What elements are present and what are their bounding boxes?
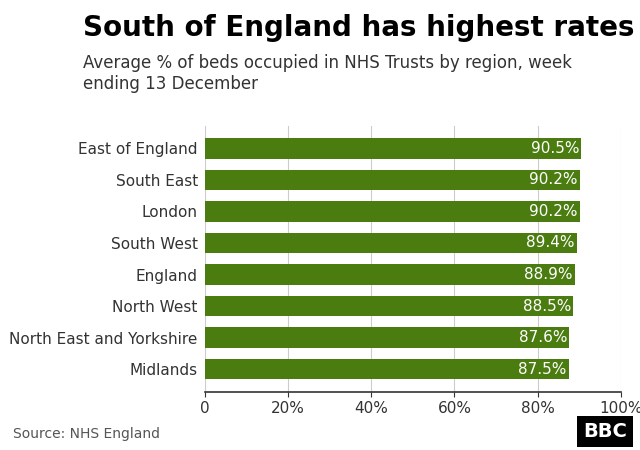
Bar bbox=[205, 138, 581, 158]
Text: 89.4%: 89.4% bbox=[526, 235, 575, 251]
Bar bbox=[205, 170, 580, 190]
Bar bbox=[205, 264, 575, 285]
Text: 88.5%: 88.5% bbox=[522, 299, 571, 314]
Text: 87.6%: 87.6% bbox=[518, 330, 567, 345]
Bar bbox=[205, 296, 573, 316]
Bar bbox=[205, 233, 577, 253]
Text: 90.5%: 90.5% bbox=[531, 141, 579, 156]
Text: 90.2%: 90.2% bbox=[529, 172, 578, 187]
Bar bbox=[205, 359, 569, 379]
Text: Average % of beds occupied in NHS Trusts by region, week
ending 13 December: Average % of beds occupied in NHS Trusts… bbox=[83, 54, 572, 93]
Text: Source: NHS England: Source: NHS England bbox=[13, 427, 160, 441]
Text: 90.2%: 90.2% bbox=[529, 204, 578, 219]
Bar bbox=[205, 201, 580, 222]
Text: BBC: BBC bbox=[583, 422, 627, 441]
Text: South of England has highest rates: South of England has highest rates bbox=[83, 14, 635, 41]
Text: 87.5%: 87.5% bbox=[518, 362, 567, 377]
Bar bbox=[205, 327, 569, 348]
Text: 88.9%: 88.9% bbox=[524, 267, 573, 282]
